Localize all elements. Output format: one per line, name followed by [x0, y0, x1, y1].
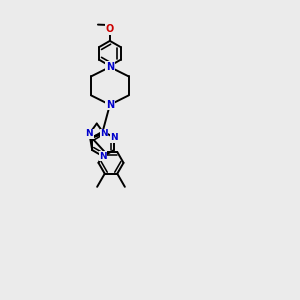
Text: N: N — [85, 129, 93, 138]
Text: N: N — [110, 133, 118, 142]
Text: N: N — [100, 129, 108, 138]
Text: N: N — [106, 100, 114, 110]
Text: N: N — [99, 152, 107, 161]
Text: O: O — [106, 24, 114, 34]
Text: N: N — [106, 62, 114, 72]
